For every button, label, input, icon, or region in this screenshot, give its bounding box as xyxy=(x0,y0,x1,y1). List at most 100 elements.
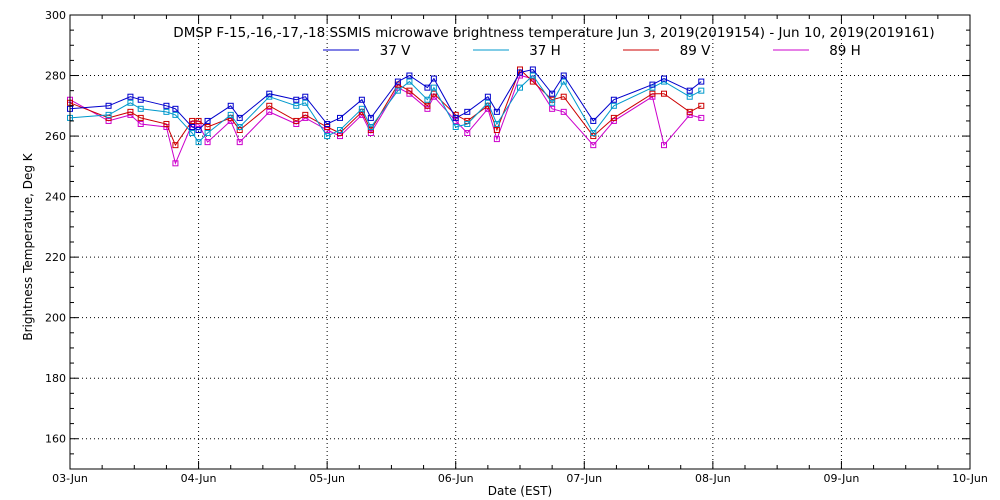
data-point-37-v xyxy=(424,84,431,91)
data-point-37-h xyxy=(189,130,196,137)
x-tick-label: 10-Jun xyxy=(952,472,988,485)
data-point-89-v xyxy=(172,142,179,149)
legend: 37 V 37 H 89 V 89 H xyxy=(323,43,861,59)
data-point-37-v xyxy=(698,78,705,85)
data-point-89-h xyxy=(236,139,243,146)
x-tick-label: 07-Jun xyxy=(566,472,602,485)
data-point-89-v xyxy=(127,108,134,115)
data-point-89-v xyxy=(493,127,500,134)
data-point-37-v xyxy=(529,66,536,73)
data-point-89-h xyxy=(172,160,179,167)
data-point-37-h xyxy=(686,93,693,100)
data-point-37-h xyxy=(324,133,331,140)
data-point-89-v xyxy=(195,117,202,124)
data-point-37-v xyxy=(105,102,112,109)
data-point-89-v xyxy=(517,66,523,73)
y-tick-label: 300 xyxy=(45,9,66,22)
data-point-89-h xyxy=(204,139,211,146)
data-point-37-h xyxy=(649,84,656,91)
series-line-89-h xyxy=(69,74,702,165)
data-point-37-v xyxy=(590,117,597,124)
legend-label-89-v: 89 V xyxy=(680,43,711,59)
data-point-37-h xyxy=(698,87,705,94)
grid xyxy=(70,15,970,469)
data-point-37-h xyxy=(367,123,374,130)
data-point-37-v xyxy=(430,75,437,82)
data-point-37-v xyxy=(137,96,144,103)
y-tick-label: 180 xyxy=(45,372,66,385)
data-point-89-v xyxy=(649,90,656,97)
y-tick-label: 200 xyxy=(45,312,66,325)
data-point-37-h xyxy=(358,105,365,112)
data-point-37-h xyxy=(406,78,413,85)
data-point-89-v xyxy=(105,114,112,121)
data-point-37-h xyxy=(452,123,459,130)
data-point-37-h xyxy=(517,84,523,91)
x-tick-label: 03-Jun xyxy=(52,472,88,485)
data-point-37-h xyxy=(302,99,309,106)
data-point-89-h xyxy=(266,108,273,115)
data-point-89-h xyxy=(590,142,597,149)
data-point-89-h xyxy=(105,117,112,124)
x-axis-label: Date (EST) xyxy=(488,484,552,498)
data-point-89-v xyxy=(610,114,617,121)
data-point-37-h xyxy=(137,105,144,112)
x-tick-label: 08-Jun xyxy=(695,472,731,485)
data-point-37-v xyxy=(610,96,617,103)
data-point-89-v xyxy=(293,117,300,124)
data-point-37-v xyxy=(172,105,179,112)
data-point-37-h xyxy=(493,120,500,127)
data-point-89-v xyxy=(266,102,273,109)
data-point-37-v xyxy=(227,102,234,109)
y-tick-label: 160 xyxy=(45,433,66,446)
data-point-37-v xyxy=(484,93,491,100)
data-point-89-v xyxy=(163,120,170,127)
data-point-89-h xyxy=(493,136,500,143)
data-point-89-h xyxy=(137,120,144,127)
data-point-89-h xyxy=(698,114,705,121)
data-point-37-v xyxy=(337,114,343,121)
data-point-89-h xyxy=(337,133,343,140)
data-point-37-h xyxy=(127,99,134,106)
data-point-89-v xyxy=(661,90,667,97)
data-point-37-h xyxy=(163,108,170,115)
data-point-37-h xyxy=(529,72,536,79)
data-point-37-v xyxy=(358,96,365,103)
data-point-37-v xyxy=(324,120,331,127)
data-point-89-v xyxy=(204,123,211,130)
series-37-h xyxy=(67,72,705,146)
data-point-37-v xyxy=(493,108,500,115)
data-point-37-v xyxy=(127,93,134,100)
data-point-89-v xyxy=(686,108,693,115)
data-point-37-h xyxy=(172,111,179,118)
data-point-37-v xyxy=(517,69,523,76)
data-point-37-v xyxy=(266,90,273,97)
y-tick-label: 260 xyxy=(45,130,66,143)
data-point-37-v xyxy=(560,72,567,79)
data-point-89-v xyxy=(302,111,309,118)
series-line-37-v xyxy=(69,68,702,131)
legend-label-37-v: 37 V xyxy=(380,43,411,59)
legend-label-37-h: 37 H xyxy=(529,43,561,59)
data-point-37-v xyxy=(236,114,243,121)
data-point-89-h xyxy=(464,130,471,137)
plot-frame xyxy=(69,14,971,470)
data-point-37-h xyxy=(430,84,437,91)
chart-title: DMSP F-15,-16,-17,-18 SSMIS microwave br… xyxy=(173,25,934,41)
data-point-37-h xyxy=(195,139,202,146)
x-tick-label: 09-Jun xyxy=(824,472,860,485)
data-point-37-h xyxy=(560,78,567,85)
data-point-37-v xyxy=(464,108,471,115)
y-tick-label: 240 xyxy=(45,191,66,204)
data-point-37-v xyxy=(406,72,413,79)
data-point-37-v xyxy=(661,75,667,82)
data-point-89-v xyxy=(137,114,144,121)
data-point-37-h xyxy=(394,87,401,94)
data-point-37-h xyxy=(424,96,431,103)
data-point-89-h xyxy=(560,108,567,115)
data-point-89-v xyxy=(529,78,536,85)
data-point-37-h xyxy=(610,102,617,109)
data-point-37-v xyxy=(302,93,309,100)
data-point-89-v xyxy=(698,102,705,109)
